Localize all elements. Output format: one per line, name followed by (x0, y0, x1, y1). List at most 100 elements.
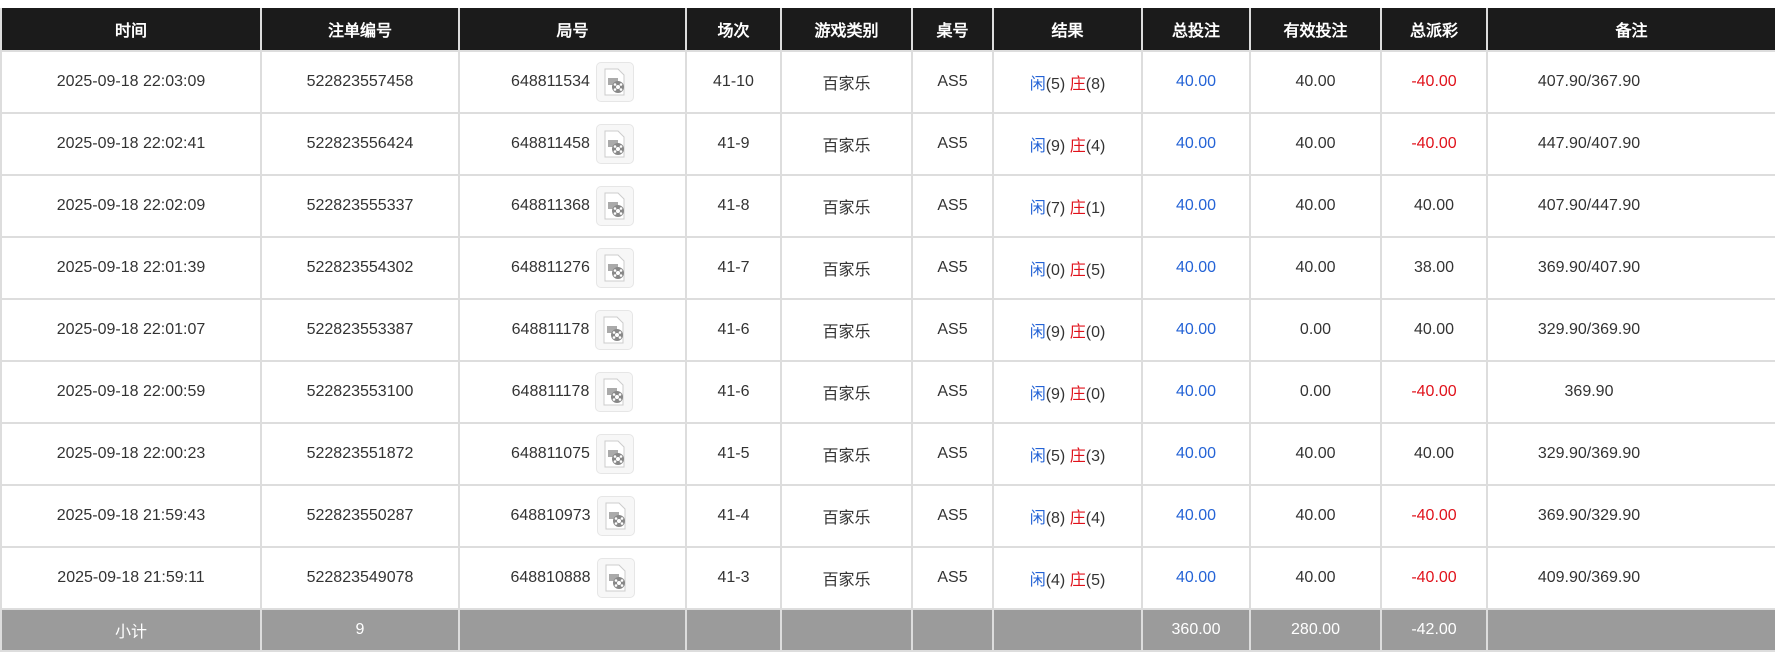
cell-time: 2025-09-18 22:01:07 (0, 298, 262, 362)
cell-result: 闲(8) 庄(4) (992, 484, 1143, 548)
cell-total-bet: 40.00 (1141, 112, 1251, 176)
cell-valid-bet: 40.00 (1249, 484, 1382, 548)
video-replay-icon[interactable] (595, 124, 634, 164)
cell-table-number: AS5 (911, 50, 994, 114)
cell-bet-id: 522823553387 (260, 298, 460, 362)
cell-round: 648811178 (458, 298, 687, 362)
cell-payout: 40.00 (1380, 422, 1488, 486)
cell-session: 41-6 (685, 360, 782, 424)
player-score: (9) (1045, 138, 1066, 155)
column-header-session: 场次 (685, 8, 782, 51)
subtotal-count: 9 (260, 608, 460, 652)
player-label: 闲 (1029, 510, 1046, 527)
video-replay-icon[interactable] (595, 310, 634, 350)
video-replay-icon[interactable] (595, 248, 634, 288)
player-score: (0) (1045, 262, 1066, 279)
cell-bet-id: 522823557458 (260, 50, 460, 114)
cell-total-bet: 40.00 (1141, 422, 1251, 486)
round-number: 648810973 (510, 507, 591, 524)
video-replay-icon[interactable] (595, 62, 634, 102)
video-replay-icon[interactable] (595, 434, 634, 474)
table-row: 2025-09-18 22:00:23 522823551872 6488110… (0, 422, 1775, 486)
cell-total-bet: 40.00 (1141, 298, 1251, 362)
cell-time: 2025-09-18 21:59:11 (0, 546, 262, 610)
banker-label: 庄 (1069, 324, 1086, 341)
video-replay-icon[interactable] (596, 558, 635, 598)
cell-table-number: AS5 (911, 236, 994, 300)
round-number: 648810888 (510, 569, 591, 586)
subtotal-label: 小计 (0, 608, 262, 652)
cell-remark: 369.90 (1486, 360, 1775, 424)
player-label: 闲 (1029, 200, 1046, 217)
video-replay-icon[interactable] (595, 186, 634, 226)
cell-remark: 369.90/329.90 (1486, 484, 1775, 548)
cell-bet-id: 522823549078 (260, 546, 460, 610)
banker-label: 庄 (1069, 76, 1086, 93)
cell-round: 648810888 (458, 546, 687, 610)
cell-payout: 40.00 (1380, 298, 1488, 362)
cell-game-type: 百家乐 (780, 236, 913, 300)
subtotal-empty-cell (1486, 608, 1775, 652)
column-header-result: 结果 (992, 8, 1143, 51)
cell-game-type: 百家乐 (780, 360, 913, 424)
cell-payout: 40.00 (1380, 174, 1488, 238)
banker-label: 庄 (1069, 138, 1086, 155)
cell-valid-bet: 0.00 (1249, 298, 1382, 362)
player-score: (9) (1045, 386, 1066, 403)
cell-result: 闲(7) 庄(1) (992, 174, 1143, 238)
player-label: 闲 (1029, 76, 1046, 93)
cell-total-bet: 40.00 (1141, 236, 1251, 300)
column-header-time: 时间 (0, 8, 262, 51)
player-label: 闲 (1029, 138, 1046, 155)
cell-valid-bet: 40.00 (1249, 422, 1382, 486)
cell-remark: 407.90/447.90 (1486, 174, 1775, 238)
cell-session: 41-9 (685, 112, 782, 176)
cell-bet-id: 522823551872 (260, 422, 460, 486)
banker-score: (3) (1085, 448, 1106, 465)
cell-table-number: AS5 (911, 484, 994, 548)
cell-session: 41-6 (685, 298, 782, 362)
subtotal-payout: -42.00 (1380, 608, 1488, 652)
banker-label: 庄 (1069, 200, 1086, 217)
banker-score: (8) (1085, 76, 1106, 93)
column-header-table-number: 桌号 (911, 8, 994, 51)
cell-payout: -40.00 (1380, 360, 1488, 424)
banker-score: (1) (1085, 200, 1106, 217)
cell-time: 2025-09-18 22:02:09 (0, 174, 262, 238)
subtotal-empty-cell (458, 608, 687, 652)
cell-game-type: 百家乐 (780, 422, 913, 486)
banker-score: (5) (1085, 572, 1106, 589)
banker-score: (5) (1085, 262, 1106, 279)
cell-session: 41-10 (685, 50, 782, 114)
cell-remark: 409.90/369.90 (1486, 546, 1775, 610)
column-header-valid-bet: 有效投注 (1249, 8, 1382, 51)
cell-table-number: AS5 (911, 112, 994, 176)
player-label: 闲 (1029, 262, 1046, 279)
table-header: 时间 注单编号 局号 场次 游戏类别 桌号 结果 总投注 有效投注 总派彩 备注 (0, 8, 1775, 51)
column-header-round: 局号 (458, 8, 687, 51)
video-replay-icon[interactable] (596, 496, 635, 536)
player-score: (4) (1045, 572, 1066, 589)
round-number: 648811178 (511, 383, 590, 400)
cell-valid-bet: 40.00 (1249, 174, 1382, 238)
cell-table-number: AS5 (911, 298, 994, 362)
cell-result: 闲(5) 庄(8) (992, 50, 1143, 114)
table-row: 2025-09-18 21:59:43 522823550287 6488109… (0, 484, 1775, 548)
cell-round: 648811276 (458, 236, 687, 300)
cell-game-type: 百家乐 (780, 50, 913, 114)
video-replay-icon[interactable] (595, 372, 634, 412)
cell-bet-id: 522823554302 (260, 236, 460, 300)
player-score: (9) (1045, 324, 1066, 341)
cell-remark: 369.90/407.90 (1486, 236, 1775, 300)
cell-remark: 329.90/369.90 (1486, 298, 1775, 362)
table-row: 2025-09-18 22:02:41 522823556424 6488114… (0, 112, 1775, 176)
cell-payout: -40.00 (1380, 50, 1488, 114)
cell-total-bet: 40.00 (1141, 484, 1251, 548)
cell-session: 41-7 (685, 236, 782, 300)
round-number: 648811075 (511, 445, 590, 462)
cell-valid-bet: 0.00 (1249, 360, 1382, 424)
cell-time: 2025-09-18 21:59:43 (0, 484, 262, 548)
subtotal-valid-bet: 280.00 (1249, 608, 1382, 652)
cell-game-type: 百家乐 (780, 298, 913, 362)
table-row: 2025-09-18 22:02:09 522823555337 6488113… (0, 174, 1775, 238)
